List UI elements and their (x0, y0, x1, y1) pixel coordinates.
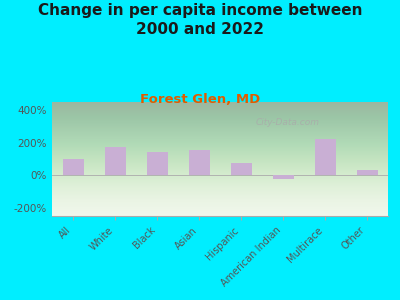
Bar (230, 163, 252, 175)
Bar (62, 159, 84, 175)
Text: City-Data.com: City-Data.com (255, 118, 319, 127)
Bar (314, 140, 336, 175)
Bar (104, 147, 126, 175)
Text: Change in per capita income between
2000 and 2022: Change in per capita income between 2000… (38, 3, 362, 37)
Bar (272, 175, 294, 179)
Bar (356, 169, 378, 175)
Text: Forest Glen, MD: Forest Glen, MD (140, 93, 260, 106)
Bar (188, 150, 210, 175)
Bar (146, 152, 168, 175)
